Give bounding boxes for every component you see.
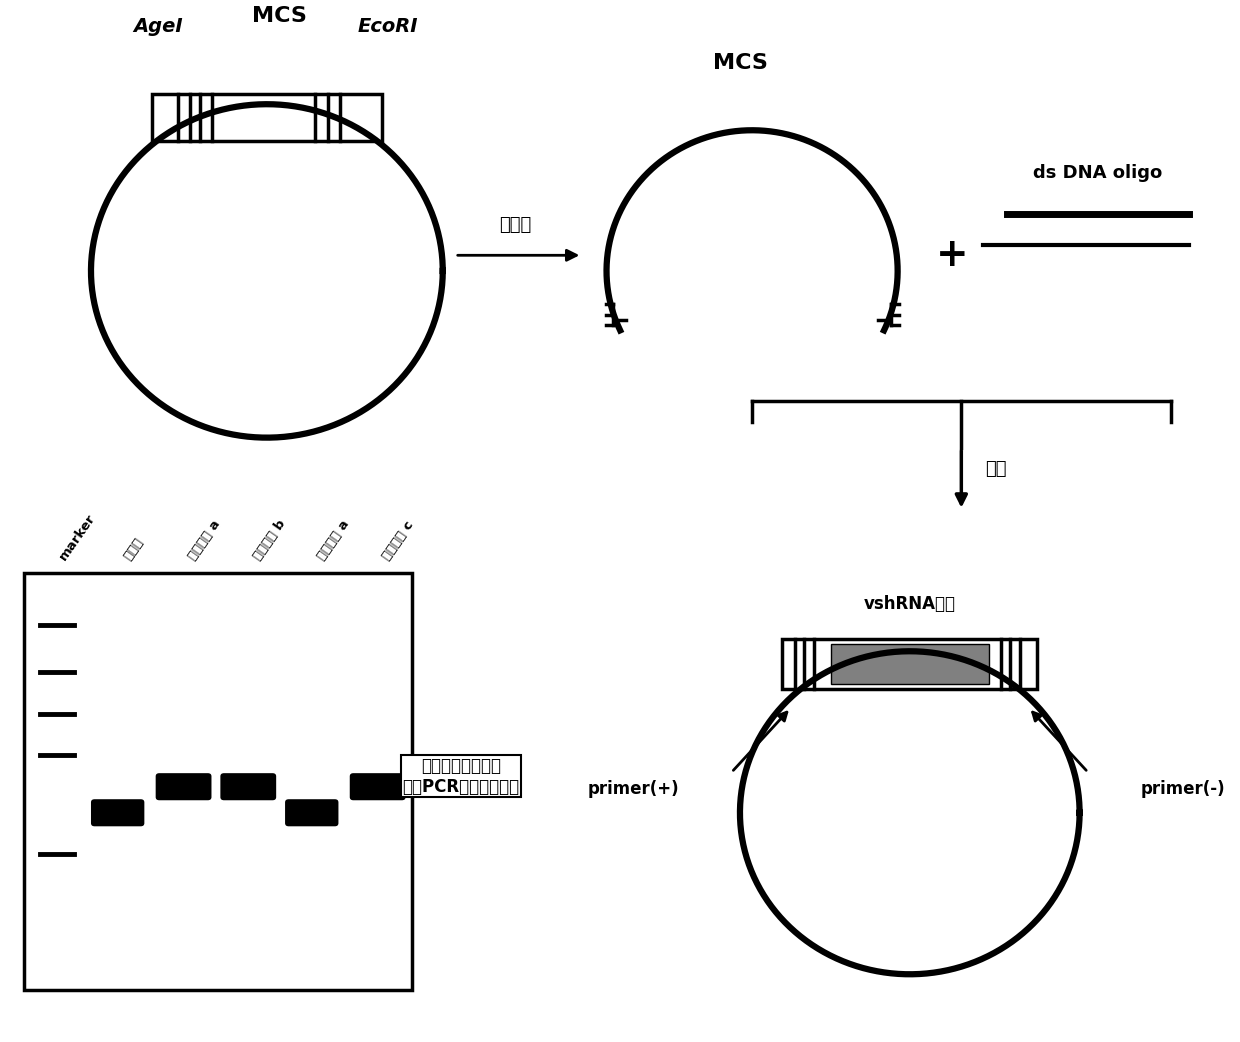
FancyBboxPatch shape xyxy=(156,773,212,800)
FancyBboxPatch shape xyxy=(285,799,339,826)
Text: MCS: MCS xyxy=(252,6,306,26)
Text: 空载体: 空载体 xyxy=(122,536,146,563)
Bar xyxy=(151,94,382,141)
Text: marker: marker xyxy=(57,512,98,563)
FancyBboxPatch shape xyxy=(91,799,144,826)
Text: 阳性克隆 c: 阳性克隆 c xyxy=(381,519,417,563)
Bar xyxy=(782,639,1037,689)
Text: MCS: MCS xyxy=(713,53,768,73)
Text: vshRNA片段: vshRNA片段 xyxy=(864,595,956,613)
Text: primer(-): primer(-) xyxy=(1141,779,1225,797)
FancyBboxPatch shape xyxy=(350,773,405,800)
Bar xyxy=(831,644,988,684)
Bar xyxy=(25,573,413,990)
Text: 阳性克隆 b: 阳性克隆 b xyxy=(250,518,288,563)
Text: 采用载体上的引物
进行PCR鉴定阳性克隆: 采用载体上的引物 进行PCR鉴定阳性克隆 xyxy=(403,756,520,796)
Text: +: + xyxy=(936,237,968,274)
FancyBboxPatch shape xyxy=(221,773,277,800)
Text: EcoRI: EcoRI xyxy=(358,18,418,36)
Text: AgeI: AgeI xyxy=(133,18,182,36)
Text: ds DNA oligo: ds DNA oligo xyxy=(1033,165,1162,182)
Text: 连接: 连接 xyxy=(986,460,1007,478)
Text: primer(+): primer(+) xyxy=(588,779,680,797)
Text: 阳性克隆 a: 阳性克隆 a xyxy=(186,518,223,563)
Text: 阳性克隆 a: 阳性克隆 a xyxy=(315,518,352,563)
Text: 双酶切: 双酶切 xyxy=(500,217,532,234)
